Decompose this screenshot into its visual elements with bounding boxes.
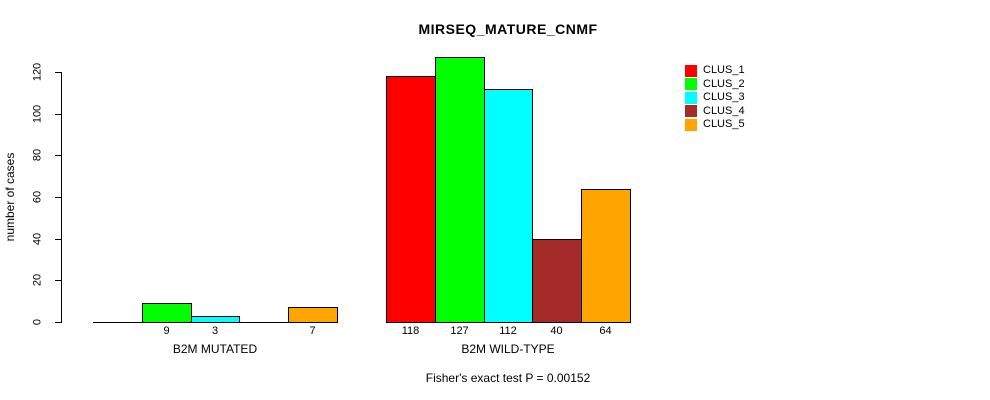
bar-value-label: 7 (309, 325, 316, 337)
y-tick-label: 40 (31, 232, 44, 246)
y-tick (55, 239, 62, 240)
y-tick (55, 197, 62, 198)
legend-item: CLUS_4 (685, 105, 805, 119)
legend-swatch (685, 64, 697, 77)
legend-item: CLUS_2 (685, 78, 805, 92)
y-tick-label: 80 (31, 148, 44, 162)
legend-label: CLUS_5 (703, 118, 745, 131)
legend-label: CLUS_1 (703, 64, 745, 77)
y-tick-label: 100 (31, 104, 44, 124)
legend-label: CLUS_2 (703, 77, 745, 90)
y-tick (55, 155, 62, 156)
legend-swatch (685, 118, 697, 131)
bar-value-label: 118 (401, 325, 420, 337)
legend-item: CLUS_3 (685, 91, 805, 105)
bar (532, 239, 582, 323)
zero-bar (93, 322, 143, 323)
y-tick (55, 280, 62, 281)
y-tick (55, 114, 62, 115)
y-tick-label: 60 (31, 190, 44, 204)
legend-swatch (685, 91, 697, 104)
legend: CLUS_1 CLUS_2 CLUS_3 CLUS_4 CLUS_5 (685, 64, 805, 132)
bar (435, 57, 485, 323)
y-tick (55, 322, 62, 323)
bar (191, 316, 240, 323)
legend-item: CLUS_5 (685, 118, 805, 132)
y-tick-label: 0 (31, 318, 44, 326)
x-group-label: B2M WILD-TYPE (461, 342, 555, 356)
bar (386, 76, 436, 323)
zero-bar (239, 322, 289, 323)
legend-item: CLUS_1 (685, 64, 805, 78)
bar-value-label: 127 (450, 325, 469, 337)
bar-value-label: 64 (599, 325, 612, 337)
bar-value-label: 40 (550, 325, 563, 337)
y-tick (55, 72, 62, 73)
y-tick-label: 120 (31, 62, 44, 82)
bar (288, 307, 338, 323)
bar-value-label: 3 (211, 325, 219, 337)
legend-swatch (685, 105, 697, 118)
bar-value-label: 9 (163, 325, 170, 337)
bar (142, 303, 192, 323)
bar-value-label: 112 (499, 325, 517, 337)
bar (581, 189, 631, 323)
chart-title: MIRSEQ_MATURE_CNMF (418, 21, 598, 37)
footnote-text: Fisher's exact test P = 0.00152 (425, 371, 591, 385)
x-group-label: B2M MUTATED (172, 342, 258, 356)
legend-swatch (685, 78, 697, 91)
legend-label: CLUS_3 (703, 91, 745, 104)
y-tick-label: 20 (31, 273, 44, 287)
legend-label: CLUS_4 (703, 104, 745, 117)
bar (484, 89, 533, 323)
